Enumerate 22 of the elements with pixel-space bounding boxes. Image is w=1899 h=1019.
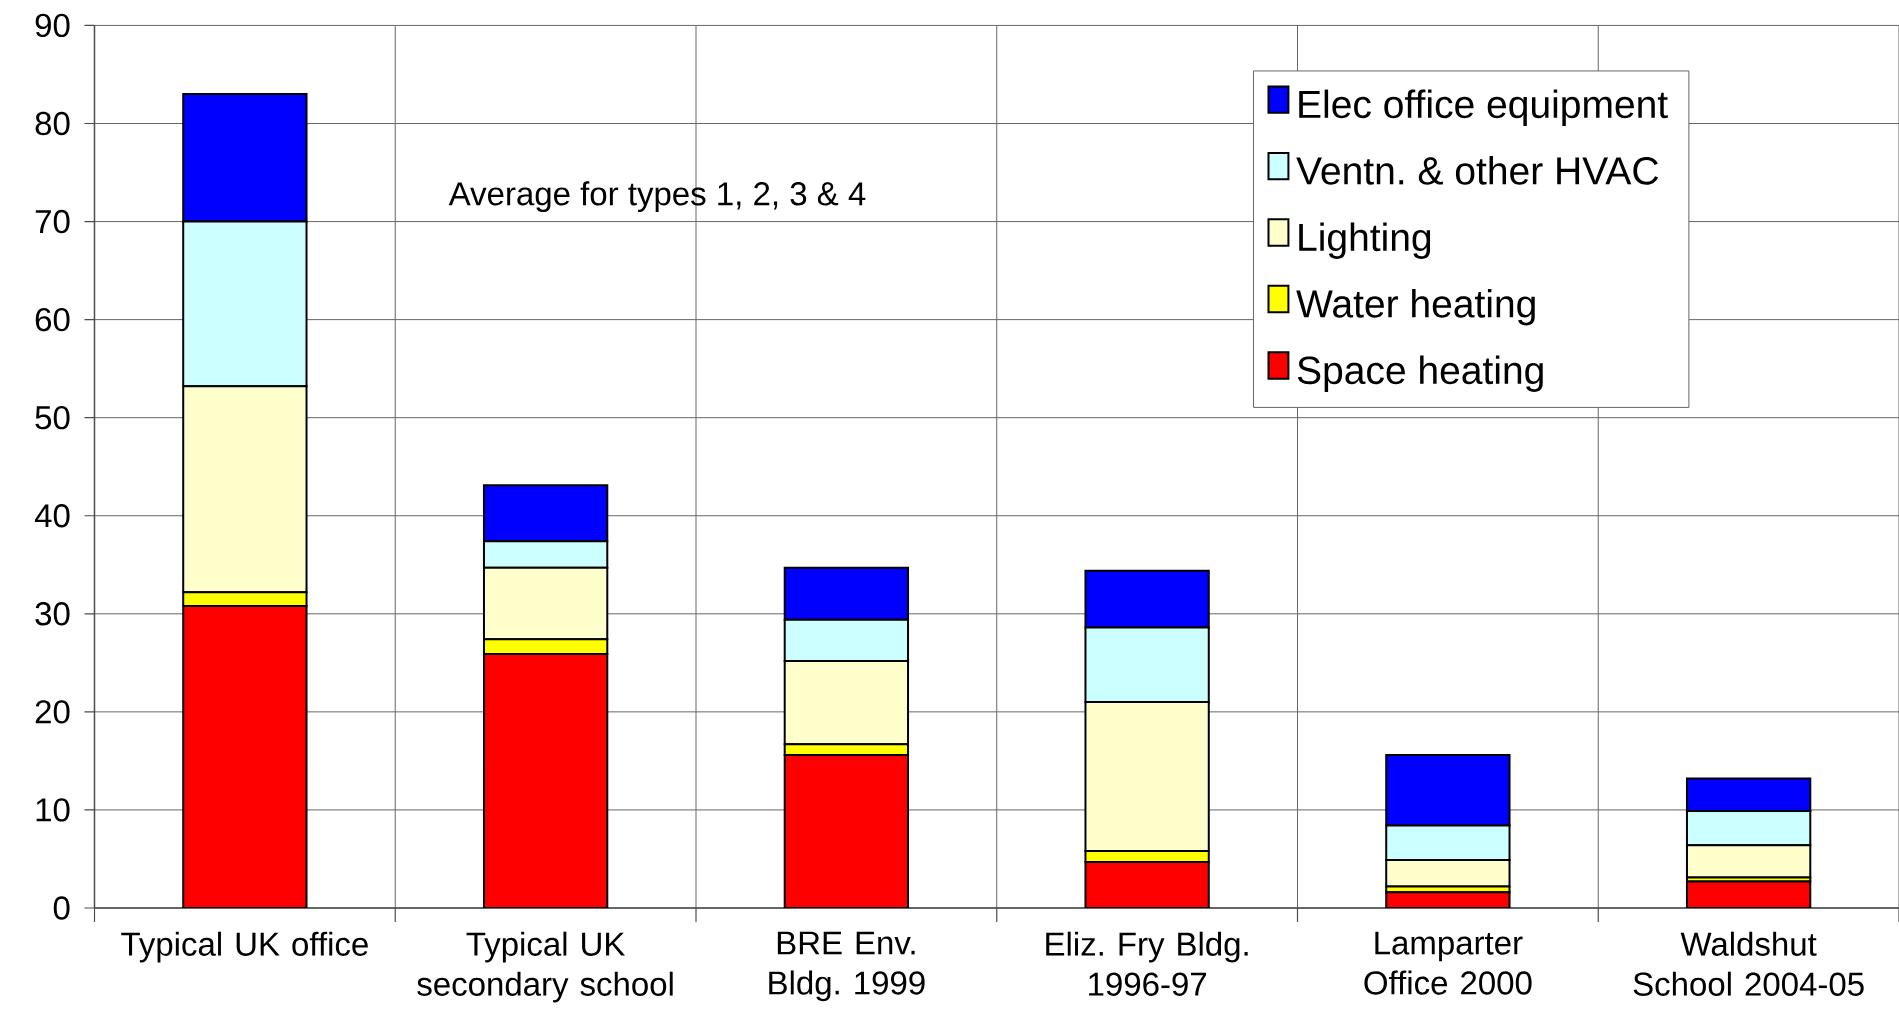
y-tick-label: 0 (53, 896, 70, 920)
y-tick-label: 70 (35, 209, 70, 234)
x-tick-label: Typical UK secondary school (417, 931, 673, 1003)
y-tick-label: 30 (35, 602, 70, 626)
y-tick-label: 20 (35, 700, 70, 724)
x-tick-label: Eliz. Fry Bldg. 1996-97 (1046, 931, 1248, 996)
x-tick-label: Typical UK office (121, 931, 368, 963)
y-tick-label: 90 (35, 13, 70, 38)
y-tick-label: 40 (34, 504, 70, 528)
legend-label: Ventn. & other HVAC (1296, 156, 1659, 185)
legend-label: Lighting (1299, 222, 1431, 259)
y-tick-label: 50 (35, 405, 70, 430)
legend-label: Space heating (1297, 355, 1543, 392)
annotation: Average for types 1, 2, 3 & 4 (448, 181, 866, 213)
legend-label: Elec office equipment (1299, 89, 1668, 126)
x-tick-label: Waldshut School 2004-05 (1633, 931, 1864, 996)
y-tick-label: 60 (35, 307, 70, 332)
legend-label: Water heating (1296, 289, 1535, 326)
y-tick-label: 80 (35, 111, 70, 136)
x-tick-label: Lamparter Office 2000 (1364, 931, 1532, 995)
x-tick-label: BRE Env. Bldg. 1999 (769, 931, 925, 1002)
y-tick-label: 10 (36, 798, 70, 822)
